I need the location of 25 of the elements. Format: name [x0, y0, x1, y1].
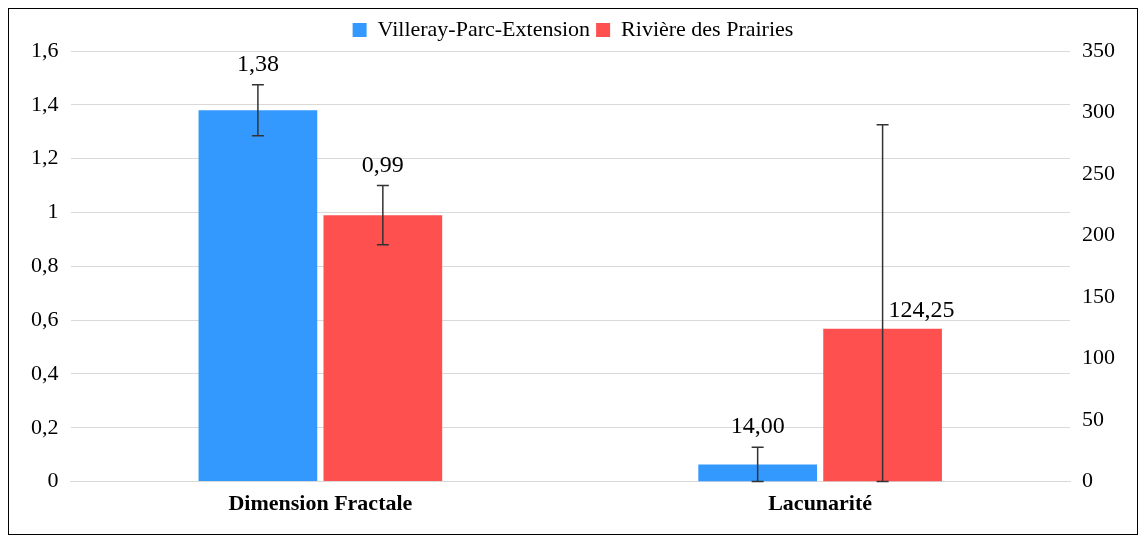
y2-tick-label: 100 — [1082, 344, 1115, 370]
y-tick-label: 0,8 — [31, 252, 59, 278]
y-tick-label: 0,4 — [31, 359, 59, 385]
data-label: 124,25 — [888, 296, 955, 323]
x-tick-label: Dimension Fractale — [228, 490, 413, 516]
y2-tick-label: 150 — [1082, 282, 1115, 308]
legend-label: Villeray-Parc-Extension — [377, 15, 591, 41]
y-tick-label: 0,6 — [31, 305, 59, 331]
data-label: 0,99 — [361, 150, 404, 177]
y2-tick-label: 0 — [1082, 467, 1093, 493]
data-label: 14,00 — [730, 412, 785, 439]
y-tick-label: 1 — [47, 198, 59, 224]
y-tick-label: 1,2 — [31, 144, 59, 170]
data-label: 1,38 — [236, 49, 279, 76]
y-tick-label: 1,4 — [31, 90, 59, 116]
y2-tick-label: 250 — [1082, 159, 1115, 185]
y2-tick-label: 50 — [1082, 405, 1104, 431]
y2-tick-label: 350 — [1082, 36, 1115, 62]
y-tick-label: 0,2 — [31, 413, 59, 439]
y2-tick-label: 300 — [1082, 98, 1115, 124]
y-tick-label: 0 — [47, 467, 59, 493]
legend-label: Rivière des Prairies — [621, 15, 794, 41]
x-tick-label: Lacunarité — [768, 490, 873, 516]
y2-tick-label: 200 — [1082, 221, 1115, 247]
y-tick-label: 1,6 — [31, 36, 59, 62]
